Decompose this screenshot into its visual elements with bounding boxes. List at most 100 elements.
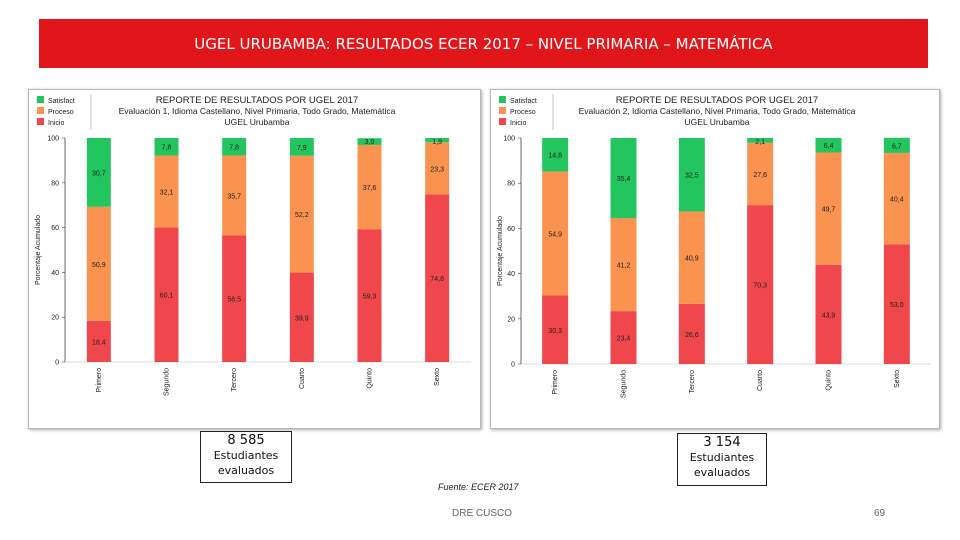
y-tick-label: 40: [51, 270, 59, 277]
legend-label: Satisfact: [510, 98, 537, 105]
x-tick-label: Sexto: [894, 370, 901, 388]
data-label: 70,3: [753, 283, 767, 290]
data-label: 39,9: [295, 315, 309, 322]
chart-subtitle: Evaluación 2, Idioma Castellano, Nivel P…: [579, 106, 856, 116]
bar-segment-proceso: [678, 211, 705, 304]
x-tick-label: Quinto: [367, 368, 374, 389]
bar-segment-inicio: [610, 311, 637, 364]
bar-segment-proceso: [222, 155, 247, 236]
x-tick-label: Cuarto: [299, 368, 306, 389]
y-axis-label: Porcentaje Acumulado: [35, 215, 42, 285]
data-label: 6,7: [892, 143, 902, 150]
data-label: 32,5: [685, 173, 699, 180]
chart-title: REPORTE DE RESULTADOS POR UGEL 2017: [616, 95, 818, 106]
slide-title-banner: UGEL URUBAMBA: RESULTADOS ECER 2017 – NI…: [39, 19, 928, 68]
x-tick-label: Tercero: [689, 370, 696, 393]
bar-segment-satisfact: [86, 138, 111, 207]
bar-segment-inicio: [542, 295, 569, 364]
bar-segment-satisfact: [289, 138, 314, 156]
y-tick-label: 100: [503, 136, 515, 143]
x-tick-label: Segundo: [621, 370, 628, 398]
bar-segment-inicio: [357, 229, 382, 362]
data-label: 1,9: [432, 139, 442, 146]
data-label: 49,7: [822, 207, 836, 214]
data-label: 50,9: [92, 262, 106, 269]
x-tick-label: Primero: [96, 368, 103, 393]
data-label: 59,3: [363, 294, 377, 301]
bar-segment-proceso: [883, 152, 910, 245]
legend-swatch: [37, 96, 44, 103]
bar-segment-proceso: [815, 152, 842, 265]
bar-segment-satisfact: [815, 138, 842, 153]
x-tick-label: Quinto: [826, 370, 833, 391]
chart-title: REPORTE DE RESULTADOS POR UGEL 2017: [156, 95, 358, 106]
bar-segment-satisfact: [357, 138, 382, 145]
bar-segment-proceso: [747, 142, 774, 206]
y-tick-label: 40: [507, 271, 515, 278]
legend-swatch: [37, 107, 44, 114]
bar-segment-inicio: [883, 244, 910, 364]
x-tick-label: Primero: [552, 370, 559, 395]
bar-segment-proceso: [357, 144, 382, 230]
data-label: 3,0: [365, 139, 375, 146]
bar-segment-satisfact: [883, 137, 910, 153]
legend-label: Inicio: [510, 120, 526, 127]
bar-segment-proceso: [425, 142, 450, 195]
data-label: 40,9: [685, 256, 699, 263]
y-tick-label: 20: [51, 315, 59, 322]
legend-label: Satisfact: [48, 98, 75, 105]
data-label: 53,0: [890, 302, 904, 309]
bar-segment-proceso: [86, 206, 111, 321]
legend-label: Inicio: [48, 120, 64, 127]
data-label: 26,6: [685, 332, 699, 339]
data-label: 7,8: [162, 145, 172, 152]
data-label: 54,9: [548, 231, 562, 238]
bar-segment-satisfact: [222, 138, 247, 156]
legend-swatch: [499, 118, 506, 125]
data-label: 23,4: [617, 336, 631, 343]
bar-segment-inicio: [678, 303, 705, 364]
bar-segment-inicio: [815, 264, 842, 364]
bar-segment-proceso: [610, 218, 637, 312]
legend-swatch: [37, 118, 44, 125]
footer-text: DRE CUSCO: [452, 508, 513, 519]
chart-evaluacion-2: Satisfact Proceso Inicio REPORTE DE RESULTA…: [497, 94, 931, 398]
bar-segment-inicio: [289, 272, 314, 362]
y-tick-label: 60: [51, 225, 59, 232]
data-label: 35,4: [617, 176, 631, 183]
slide-title: UGEL URUBAMBA: RESULTADOS ECER 2017 – NI…: [194, 34, 773, 53]
chart-panel-evaluacion-1: Satisfact Proceso Inicio REPORTE DE RESULTA…: [28, 89, 481, 429]
bar-segment-proceso: [542, 171, 569, 296]
chart-evaluacion-1: Satisfact Proceso Inicio REPORTE DE RESULTA…: [35, 94, 471, 396]
data-label: 2,1: [755, 139, 765, 146]
data-label: 32,1: [160, 189, 174, 196]
data-label: 30,7: [92, 170, 106, 177]
bar-segment-satisfact: [747, 138, 774, 143]
data-label: 41,2: [617, 263, 631, 270]
students-callout-left: 8 585 Estudiantes evaluados: [200, 431, 292, 483]
legend-label: Proceso: [510, 109, 536, 116]
data-label: 14,8: [548, 153, 562, 160]
data-label: 23,3: [430, 166, 444, 173]
students-label: Estudiantes evaluados: [689, 451, 755, 479]
data-label: 40,4: [890, 197, 904, 204]
legend-label: Proceso: [48, 109, 74, 116]
data-label: 7,9: [297, 145, 307, 152]
students-count: 8 585: [227, 433, 265, 448]
legend-swatch: [499, 96, 506, 103]
chart-subtitle: UGEL Urubamba: [225, 117, 290, 127]
y-tick-label: 0: [511, 362, 515, 369]
data-label: 7,8: [229, 145, 239, 152]
data-label: 30,3: [548, 328, 562, 335]
bar-segment-inicio: [425, 194, 450, 362]
bar-segment-satisfact: [425, 138, 450, 143]
data-label: 60,1: [160, 293, 174, 300]
data-label: 27,6: [753, 172, 767, 179]
chart-panel-evaluacion-2: Satisfact Proceso Inicio REPORTE DE RESULTA…: [490, 89, 940, 429]
data-label: 37,6: [363, 185, 377, 192]
y-tick-label: 80: [507, 181, 515, 188]
data-label: 52,2: [295, 212, 309, 219]
y-tick-label: 20: [507, 316, 515, 323]
bar-segment-satisfact: [678, 138, 705, 212]
data-label: 43,9: [822, 312, 836, 319]
